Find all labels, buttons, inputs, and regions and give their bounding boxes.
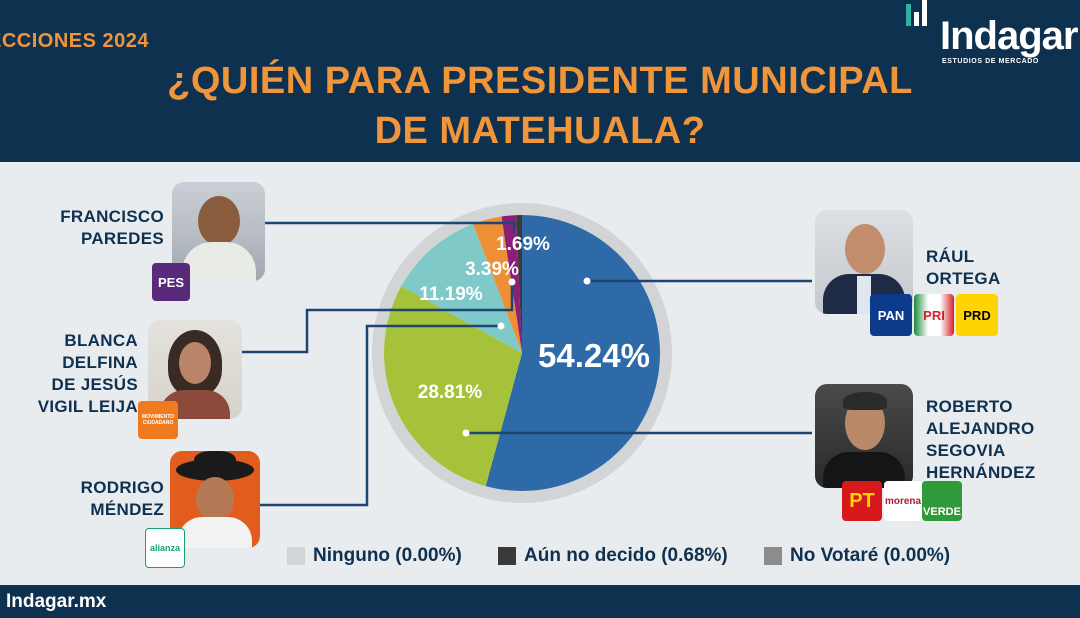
leader-dot-mendez <box>497 322 505 330</box>
candidate-photo-mendez <box>170 451 260 548</box>
party-logo-morena: morena <box>884 481 922 521</box>
candidate-name-vigil: BLANCA DELFINA DE JESÚS VIGIL LEIJA <box>37 331 138 416</box>
candidate-photo-paredes <box>172 182 265 281</box>
party-logo-alianza: alianza <box>145 528 185 568</box>
leader-dot-segovia <box>462 429 470 437</box>
leader-line-paredes <box>265 221 516 233</box>
pie-slice-blanca-delfina-de-jes-s-vigil-leija <box>473 216 522 353</box>
pie-slice-roberto-alejandro-segovia-hern-ndez <box>384 286 522 487</box>
party-logo-pan: PAN <box>870 294 912 336</box>
data-label-1-69pct: 1.69% <box>496 234 550 255</box>
candidate-name-mendez: RODRIGO MÉNDEZ <box>80 478 164 519</box>
pie-slice-rodrigo-m-ndez <box>401 223 522 353</box>
legend-item-no-votare: No Votaré (0.00%) <box>764 545 950 567</box>
footer-bar: Indagar.mx <box>0 585 1080 618</box>
legend-swatch-no-votare <box>764 547 782 565</box>
legend-item-ninguno: Ninguno (0.00%) <box>287 545 462 567</box>
footer-site-link[interactable]: Indagar.mx <box>6 591 107 612</box>
pie-slice-r-ul-ortega <box>485 215 660 491</box>
logo-text: Indagar <box>940 14 1078 58</box>
indagar-logo: Indagar ESTUDIOS DE MERCADO <box>906 0 1080 68</box>
party-logo-verde: VERDE <box>922 481 962 521</box>
leader-dot-vigil <box>508 278 516 286</box>
legend-swatch-aun-no-decido <box>498 547 516 565</box>
legend-item-aun-no-decido: Aún no decido (0.68%) <box>498 545 728 567</box>
data-label-28-81pct: 28.81% <box>418 382 483 403</box>
candidate-name-segovia: ROBERTO ALEJANDRO SEGOVIA HERNÁNDEZ <box>926 397 1036 482</box>
party-logo-prd: PRD <box>956 294 998 336</box>
pie-slice-a-n-no-decido <box>516 215 522 353</box>
header-banner: ECCIONES 2024 ¿QUIÉN PARA PRESIDENTE MUN… <box>0 0 1080 162</box>
party-logo-pt: PT <box>842 481 882 521</box>
page-title-line1: ¿QUIÉN PARA PRESIDENTE MUNICIPAL <box>167 60 913 102</box>
leader-line-vigil <box>242 282 514 354</box>
logo-subtitle: ESTUDIOS DE MERCADO <box>942 58 1039 65</box>
data-label-54-24pct: 54.24% <box>538 337 650 374</box>
candidate-name-ortega: RÁUL ORTEGA <box>926 247 1001 288</box>
legend-swatch-ninguno <box>287 547 305 565</box>
page-title-line2: DE MATEHUALA? <box>374 110 706 152</box>
party-logo-pri: PRI <box>914 294 954 336</box>
party-logo-pes: PES <box>152 263 190 301</box>
party-logo-mc: MOVIMIENTO CIUDADANO <box>138 401 178 439</box>
data-label-3-39pct: 3.39% <box>465 259 519 280</box>
leader-line-mendez <box>257 324 498 507</box>
candidate-name-paredes: FRANCISCO PAREDES <box>60 207 164 248</box>
candidate-photo-segovia <box>815 384 913 488</box>
leader-dot-ortega <box>583 277 591 285</box>
data-label-11-19pct: 11.19% <box>419 284 482 305</box>
election-label: ECCIONES 2024 <box>0 30 150 52</box>
